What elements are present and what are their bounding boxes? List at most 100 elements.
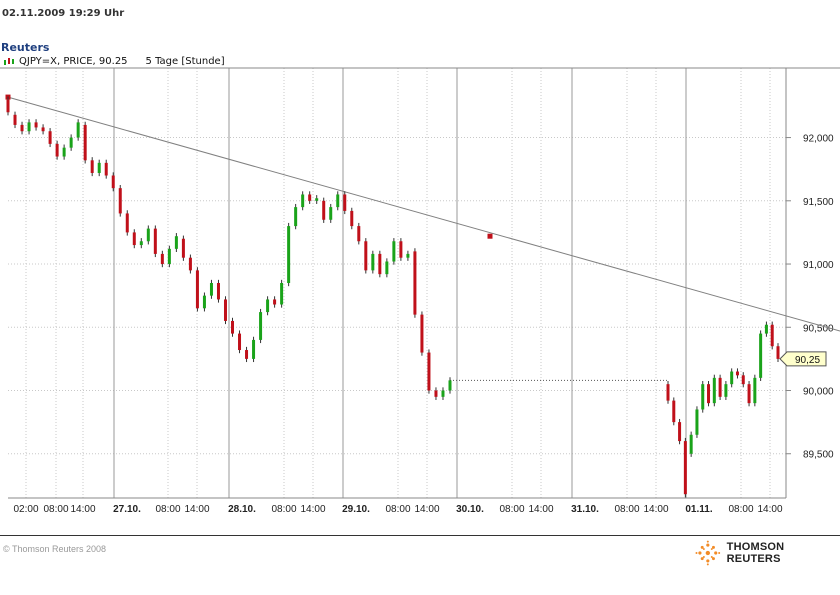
candle: [730, 368, 734, 388]
candle: [27, 119, 31, 135]
candle: [280, 279, 284, 308]
instrument-label: QJPY=X, PRICE, 90.25: [19, 56, 128, 67]
x-tick-label: 14:00: [300, 504, 325, 515]
candle: [322, 197, 326, 223]
candle: [139, 238, 143, 249]
candle: [188, 254, 192, 274]
candle: [153, 225, 157, 258]
candle: [434, 387, 438, 400]
trendline: [7, 96, 840, 332]
candle: [294, 203, 298, 230]
x-tick-label: 14:00: [643, 504, 668, 515]
candle: [216, 279, 220, 303]
candle: [132, 229, 136, 249]
candle: [336, 191, 340, 211]
candle: [238, 330, 242, 354]
price-chart: 89,500 90,000 90,500 91,000 91,500 92,000 02:…: [0, 67, 840, 515]
y-tick-label: 91,000: [803, 260, 834, 271]
candle: [301, 191, 305, 211]
x-tick-label: 14:00: [184, 504, 209, 515]
candle: [741, 372, 745, 388]
candle: [223, 296, 227, 325]
candle: [678, 418, 682, 445]
candle: [125, 210, 129, 236]
candle: [146, 225, 150, 245]
y-tick-label: 91,500: [803, 197, 834, 208]
x-axis-ticks: 02:00 08:00 14:00 27.10. 08:00 14:00 28.10. 08:…: [13, 504, 782, 515]
candle: [724, 381, 728, 400]
candle: [252, 336, 256, 363]
x-tick-label: 08:00: [614, 504, 639, 515]
candle: [160, 250, 164, 268]
candle: [378, 250, 382, 278]
candle: [371, 250, 375, 274]
x-tick-label: 08:00: [155, 504, 180, 515]
x-tick-label: 08:00: [43, 504, 68, 515]
candle: [315, 195, 319, 204]
y-tick-label: 92,000: [803, 134, 834, 145]
candle: [448, 377, 452, 394]
x-tick-label: 02:00: [13, 504, 38, 515]
horizontal-gridlines: [8, 137, 786, 455]
x-tick-label: 08:00: [271, 504, 296, 515]
candle: [287, 222, 291, 287]
candle: [76, 119, 80, 141]
x-tick-label: 27.10.: [113, 504, 141, 515]
candle: [759, 330, 763, 382]
x-tick-label: 29.10.: [342, 504, 370, 515]
last-price-box: [779, 351, 827, 367]
x-tick-label: 08:00: [499, 504, 524, 515]
x-tick-label: 14:00: [757, 504, 782, 515]
candle: [329, 203, 333, 223]
day-separator-lines: [113, 68, 687, 498]
y-tick-label: 90,500: [803, 323, 834, 334]
candle: [202, 292, 206, 312]
candle: [62, 144, 66, 160]
x-tick-label: 01.11.: [685, 504, 712, 515]
candle: [13, 111, 17, 129]
candle: [427, 349, 431, 394]
x-tick-label: 14:00: [414, 504, 439, 515]
candle: [420, 311, 424, 356]
candle: [209, 279, 213, 299]
y-tick-label: 90,000: [803, 387, 834, 398]
candle: [357, 222, 361, 245]
candle: [266, 296, 270, 316]
candle: [718, 374, 722, 400]
x-tick-label: 28.10.: [228, 504, 256, 515]
x-tick-label: 14:00: [528, 504, 553, 515]
candle: [48, 128, 52, 148]
candle: [406, 250, 410, 261]
candlestick-icon: [4, 57, 14, 65]
candle: [712, 374, 716, 407]
last-price-marker: 90,25: [779, 351, 827, 367]
candle: [245, 346, 249, 363]
candle: [343, 191, 347, 215]
x-tick-label: 31.10.: [571, 504, 599, 515]
period-label: 5 Tage [Stunde]: [145, 56, 225, 67]
footer-divider: [0, 535, 840, 536]
candle: [34, 119, 38, 131]
candle: [683, 437, 687, 498]
candle: [770, 321, 774, 350]
vertical-gridlines: [25, 68, 771, 498]
candle: [111, 172, 115, 192]
thomson-reuters-sunburst-icon: [695, 540, 721, 566]
candle: [441, 387, 445, 400]
candle: [689, 431, 693, 457]
candle: [90, 157, 94, 177]
y-axis-ticks: 89,500 90,000 90,500 91,000 91,500 92,000: [786, 134, 834, 461]
candle: [6, 96, 10, 116]
candle: [735, 368, 739, 379]
reuters-brand: Reuters: [1, 41, 50, 54]
candle: [259, 308, 263, 344]
candle: [753, 374, 757, 407]
candle: [174, 233, 178, 253]
x-tick-label: 08:00: [728, 504, 753, 515]
candle: [104, 159, 108, 179]
candle: [20, 121, 24, 135]
candle: [97, 159, 101, 177]
trend-mid-marker: [487, 233, 493, 239]
chart-legend: QJPY=X, PRICE, 90.25 5 Tage [Stunde]: [3, 56, 225, 67]
candle: [776, 343, 780, 363]
